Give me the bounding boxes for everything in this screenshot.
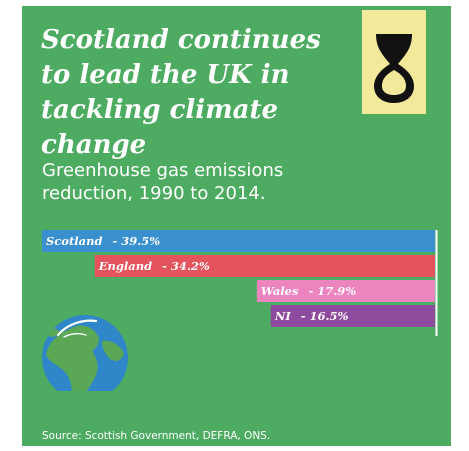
bar-value-scotland: - 39.5% bbox=[113, 234, 161, 248]
bar-group-england: England - 34.2% bbox=[94, 255, 436, 277]
bar-label-scotland: Scotland bbox=[46, 234, 103, 248]
chart-subtitle: Greenhouse gas emissions reduction, 1990… bbox=[42, 160, 284, 204]
bar-label-wales: Wales bbox=[261, 284, 299, 298]
bar-group-scotland: Scotland - 39.5% bbox=[42, 230, 435, 252]
bar-group-ni: NI - 16.5% bbox=[270, 305, 435, 327]
bar-scotland bbox=[42, 230, 435, 252]
earth-globe-icon bbox=[30, 311, 140, 401]
bar-value-wales: - 17.9% bbox=[308, 284, 356, 298]
source-note: Source: Scottish Government, DEFRA, ONS. bbox=[42, 430, 271, 442]
bar-ni bbox=[270, 305, 435, 327]
bar-value-england: - 34.2% bbox=[162, 259, 210, 273]
emissions-bar-chart: Scotland - 39.5% England - 34.2% Wales - 17.9… bbox=[42, 230, 438, 336]
bar-group-wales: Wales - 17.9% bbox=[256, 280, 435, 302]
infographic-card: Scotland continues to lead the UK in tac… bbox=[22, 6, 451, 446]
snp-loop-emblem-icon bbox=[362, 10, 426, 114]
headline: Scotland continues to lead the UK in tac… bbox=[41, 25, 321, 160]
bar-england bbox=[94, 255, 436, 277]
bar-value-ni: - 16.5% bbox=[301, 309, 349, 323]
bar-label-ni: NI bbox=[274, 309, 292, 323]
bar-wales bbox=[256, 280, 435, 302]
bar-label-england: England bbox=[98, 259, 152, 273]
